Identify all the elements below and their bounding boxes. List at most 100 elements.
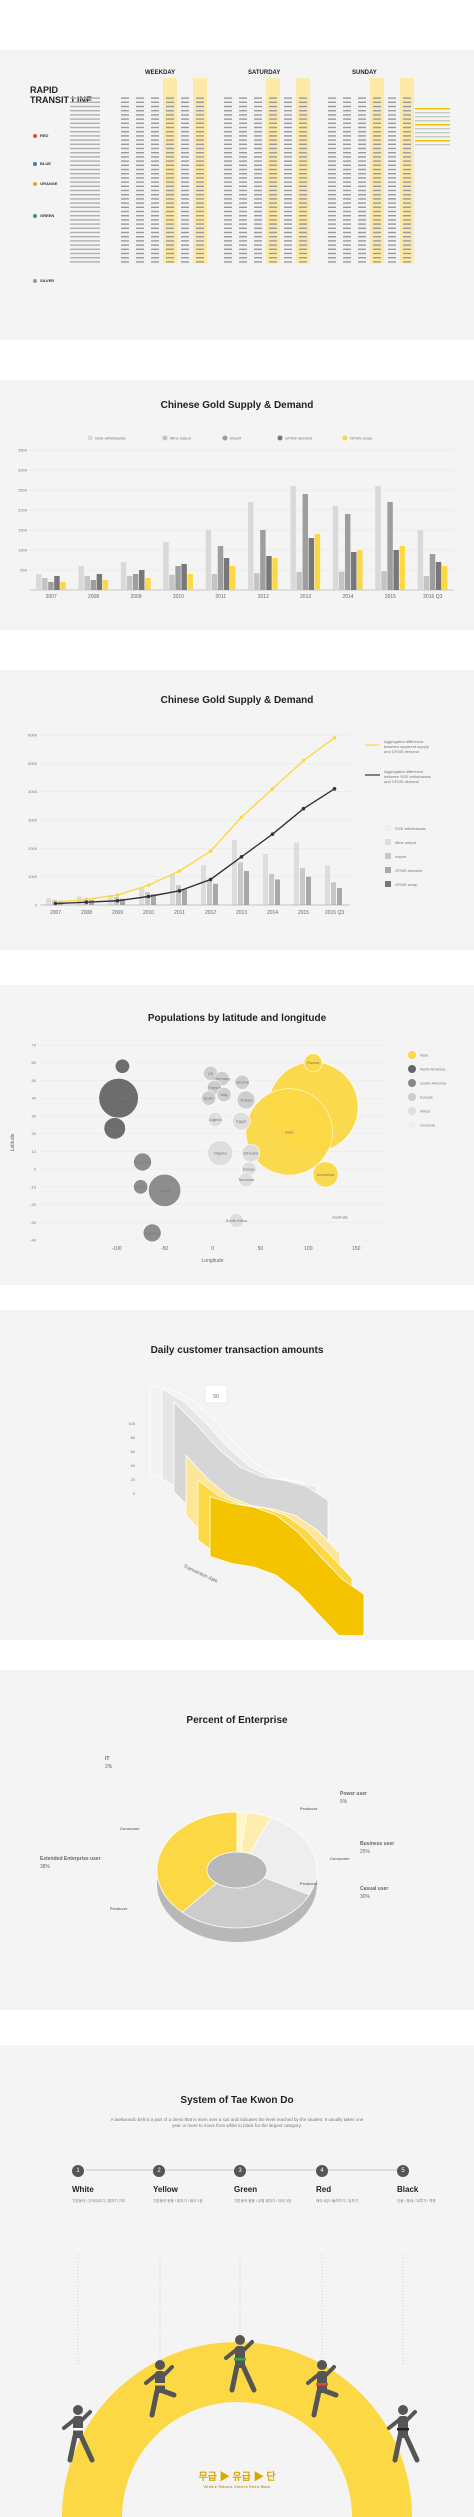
time-cell [388, 236, 396, 238]
bubble-label: Ethiopia [244, 1151, 259, 1156]
fighter-leg [392, 2433, 403, 2463]
time-cell [136, 101, 144, 103]
belt-green: 3 Green 기본동작 응용 / 수평 발차기 / 태극 3장 [234, 2165, 309, 2204]
time-cell [269, 126, 277, 129]
annotation-text: between SGE withdrawals [384, 774, 431, 779]
time-cell [136, 118, 144, 120]
enterprise-title: Percent of Enterprise [186, 1715, 288, 1726]
station-cell [70, 173, 100, 175]
bubble-label: Germany [214, 1076, 230, 1081]
time-cell [224, 231, 232, 234]
fighter-arm [306, 2373, 320, 2385]
station-cell [70, 152, 100, 154]
time-cell [166, 206, 174, 208]
time-cell [181, 126, 189, 129]
time-cell [121, 156, 129, 158]
time-cell [269, 97, 277, 99]
sub-label: Consumer [120, 1826, 140, 1831]
y-tick-label: 500 [20, 568, 27, 573]
legend-swatch [222, 435, 228, 441]
time-cell [403, 114, 411, 116]
series-point [239, 815, 244, 819]
station-cell [70, 185, 100, 187]
x-tick-label: 2012 [205, 910, 216, 916]
time-cell [373, 152, 381, 154]
bar [151, 894, 156, 905]
time-cell [239, 156, 247, 158]
bar [238, 862, 243, 905]
time-cell [224, 185, 232, 187]
y-tick-label: 1000 [18, 548, 28, 553]
fighter-body [155, 2371, 165, 2393]
bar [139, 888, 144, 905]
time-cell [373, 194, 381, 196]
time-cell [136, 126, 144, 129]
belt-black: 5 Black 단증 / 품새 / 겨루기 / 격파 [397, 2165, 472, 2204]
bubble-label: UK [208, 1071, 214, 1076]
time-cell [328, 110, 336, 112]
bar [96, 574, 103, 590]
time-cell [343, 147, 351, 150]
time-cell [343, 240, 351, 242]
legend-label: GFMS demand [285, 436, 312, 441]
time-cell [121, 223, 129, 225]
time-cell [299, 223, 307, 225]
population-panel [0, 985, 474, 1285]
time-cell [224, 168, 232, 171]
time-cell [269, 105, 277, 108]
time-cell [403, 110, 411, 112]
time-cell [343, 105, 351, 108]
line-dot [33, 161, 37, 166]
time-cell [224, 97, 232, 99]
time-cell [239, 97, 247, 99]
legend-label: GFMS scrap [350, 436, 373, 441]
time-cell [121, 202, 129, 204]
bubble-label: Peru [136, 1184, 144, 1189]
time-cell [299, 257, 307, 259]
series-point [53, 901, 58, 906]
bar [145, 578, 151, 590]
time-cell [166, 185, 174, 187]
time-cell [166, 181, 174, 183]
bar [187, 574, 193, 590]
fighter-arm [62, 2418, 76, 2430]
time-cell [239, 177, 247, 179]
time-cell [254, 198, 262, 200]
station-cell [70, 252, 100, 255]
time-cell [136, 147, 144, 150]
time-cell [328, 198, 336, 200]
time-cell [373, 181, 381, 183]
time-cell [136, 244, 144, 246]
time-cell [121, 261, 129, 263]
time-cell [166, 160, 174, 162]
time-cell [358, 244, 366, 246]
x-tick-label: 2009 [112, 910, 123, 916]
note-line [415, 140, 450, 142]
fighter-head [398, 2405, 408, 2415]
time-cell [254, 160, 262, 162]
time-cell [166, 202, 174, 204]
time-cell [196, 177, 204, 179]
segment-percent: 30% [360, 1894, 371, 1900]
station-cell [70, 202, 100, 204]
legend-label: Asia [420, 1053, 429, 1058]
bar [344, 514, 351, 590]
time-cell [373, 189, 381, 192]
time-cell [181, 206, 189, 208]
time-cell [284, 248, 292, 250]
bubble [148, 1173, 182, 1207]
time-cell [343, 231, 351, 234]
time-cell [196, 231, 204, 234]
transaction-area-chart: 100 80 60 40 20 0 Transaction date 50 [128, 1384, 365, 1635]
series-point [115, 893, 120, 897]
fighter-arm [405, 2410, 417, 2422]
time-cell [121, 168, 129, 171]
time-cell [403, 257, 411, 259]
time-cell [239, 206, 247, 208]
bar [145, 892, 150, 905]
time-cell [343, 206, 351, 208]
bubble [312, 1161, 339, 1188]
time-cell [196, 257, 204, 259]
time-cell [254, 147, 262, 150]
x-tick-label: 0 [211, 1246, 214, 1252]
